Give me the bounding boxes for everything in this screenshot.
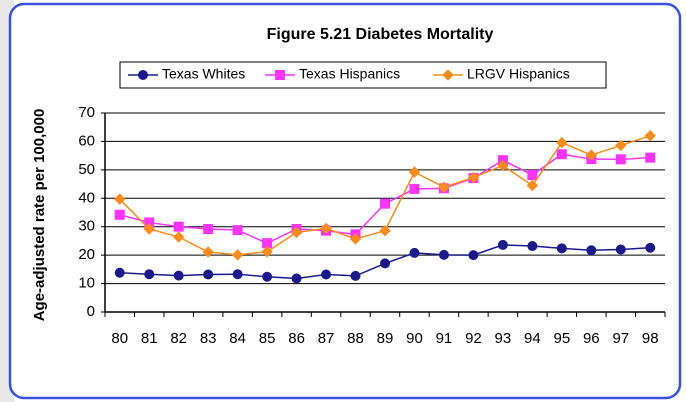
marker xyxy=(291,273,302,284)
x-tick-label: 88 xyxy=(347,330,364,347)
y-tick-label: 10 xyxy=(78,275,95,292)
x-tick-label: 83 xyxy=(200,330,217,347)
x-tick-label: 85 xyxy=(259,330,276,347)
marker xyxy=(467,171,480,184)
y-tick-label: 70 xyxy=(78,104,95,121)
marker xyxy=(527,169,538,180)
marker xyxy=(261,246,273,258)
marker xyxy=(556,243,567,254)
marker xyxy=(379,224,391,237)
marker xyxy=(232,269,243,280)
legend-marker xyxy=(442,69,454,81)
x-tick-label: 87 xyxy=(318,330,335,347)
y-tick-label: 40 xyxy=(78,189,95,206)
marker xyxy=(143,223,155,235)
legend-label: Texas Hispanics xyxy=(299,66,400,82)
marker xyxy=(114,193,126,205)
x-tick-label: 98 xyxy=(642,330,659,347)
marker xyxy=(615,244,626,255)
chart-title: Figure 5.21 Diabetes Mortality xyxy=(267,26,494,43)
legend-box xyxy=(119,61,607,89)
marker xyxy=(172,231,185,243)
marker xyxy=(409,183,420,194)
legend-marker xyxy=(138,70,148,80)
y-tick-label: 30 xyxy=(78,218,95,235)
marker xyxy=(349,233,362,245)
marker xyxy=(526,179,539,192)
x-tick-label: 93 xyxy=(495,330,512,347)
marker xyxy=(203,269,214,280)
y-axis-label: Age-adjusted rate per 100,000 xyxy=(31,109,48,322)
x-tick-label: 86 xyxy=(288,330,305,347)
y-tick-label: 50 xyxy=(78,161,95,178)
marker xyxy=(615,154,626,165)
x-tick-label: 91 xyxy=(436,330,453,347)
marker xyxy=(380,258,390,269)
legend-label: LRGV Hispanics xyxy=(467,66,570,82)
marker xyxy=(232,225,243,236)
marker xyxy=(438,181,450,193)
marker xyxy=(645,242,656,253)
x-tick-label: 82 xyxy=(170,330,187,347)
x-tick-label: 97 xyxy=(612,330,629,347)
x-tick-label: 89 xyxy=(377,330,394,347)
marker xyxy=(408,166,421,178)
marker xyxy=(556,136,568,149)
marker xyxy=(468,250,479,261)
x-tick-label: 81 xyxy=(141,330,158,347)
x-tick-label: 84 xyxy=(229,330,246,347)
marker xyxy=(320,222,332,235)
x-tick-label: 90 xyxy=(406,330,423,347)
marker xyxy=(585,149,598,161)
marker xyxy=(497,239,508,250)
x-tick-label: 95 xyxy=(553,330,570,347)
marker xyxy=(527,241,538,252)
y-tick-label: 60 xyxy=(78,132,95,149)
x-tick-label: 80 xyxy=(111,330,128,347)
x-tick-label: 94 xyxy=(524,330,541,347)
marker xyxy=(644,130,656,142)
marker xyxy=(380,198,390,209)
marker xyxy=(114,267,125,278)
marker xyxy=(438,249,449,260)
legend-label: Texas Whites xyxy=(162,66,245,82)
marker xyxy=(231,249,244,261)
marker xyxy=(144,269,155,280)
marker xyxy=(497,159,509,172)
marker xyxy=(586,245,597,256)
y-tick-label: 0 xyxy=(87,303,95,320)
frame xyxy=(8,2,682,400)
marker xyxy=(203,223,214,234)
marker xyxy=(615,139,627,152)
marker xyxy=(114,209,125,220)
x-tick-label: 96 xyxy=(583,330,600,347)
y-tick-label: 20 xyxy=(78,246,95,263)
marker xyxy=(262,271,273,282)
marker xyxy=(173,270,184,281)
marker xyxy=(202,246,214,258)
x-tick-label: 92 xyxy=(465,330,482,347)
marker xyxy=(290,226,303,239)
marker xyxy=(321,269,332,280)
marker xyxy=(350,270,361,281)
marker xyxy=(556,149,567,160)
marker xyxy=(409,247,420,258)
marker xyxy=(173,221,184,232)
marker xyxy=(645,152,656,163)
legend-marker xyxy=(275,70,285,80)
